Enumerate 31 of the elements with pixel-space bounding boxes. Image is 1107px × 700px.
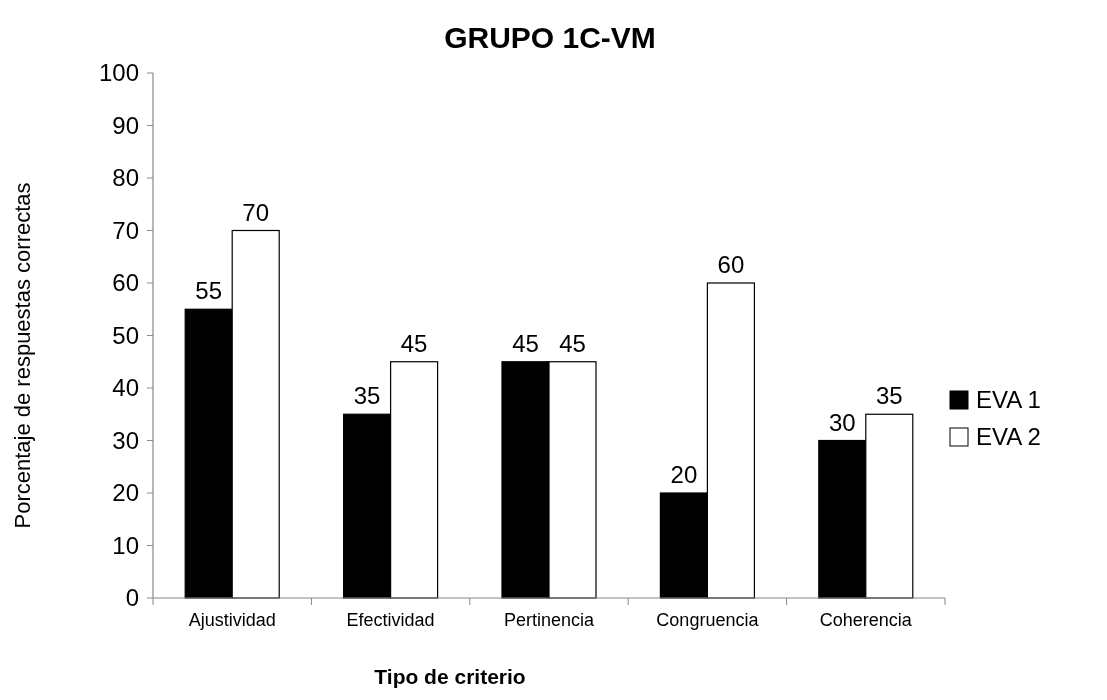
data-label: 30 (828, 408, 856, 436)
x-tick-label: Congruencia (656, 610, 760, 630)
y-tick-label: 100 (98, 59, 139, 87)
chart-title: GRUPO 1C-VM (444, 21, 656, 54)
y-tick-label: 30 (112, 426, 139, 454)
y-tick-label: 20 (112, 479, 139, 507)
legend-label: EVA 2 (976, 423, 1041, 451)
legend-label: EVA 1 (976, 386, 1041, 414)
y-tick-label: 70 (112, 216, 139, 244)
x-tick-label: Coherencia (819, 610, 913, 630)
x-tick-label: Ajustividad (188, 610, 276, 630)
y-tick-label: 50 (112, 321, 139, 349)
data-label: 70 (242, 198, 270, 226)
data-label: 35 (353, 382, 381, 410)
data-label: 55 (195, 277, 223, 305)
data-label: 45 (512, 329, 539, 357)
x-axis-title: Tipo de criterio (374, 665, 526, 688)
data-label: 35 (875, 382, 903, 410)
x-tick-label: Pertinencia (503, 610, 596, 630)
y-tick-label: 60 (112, 269, 139, 297)
x-tick-label: Efectividad (346, 610, 435, 630)
data-label: 45 (559, 329, 586, 357)
data-label: 20 (670, 461, 698, 488)
y-tick-label: 0 (125, 584, 139, 612)
y-tick-label: 10 (112, 531, 139, 559)
y-tick-label: 90 (112, 111, 139, 139)
data-label: 45 (400, 329, 428, 357)
y-tick-label: 40 (112, 374, 139, 402)
y-tick-label: 80 (112, 164, 139, 192)
y-axis-title: Porcentaje de respuestas correctas (10, 182, 35, 529)
data-label: 60 (717, 251, 745, 278)
